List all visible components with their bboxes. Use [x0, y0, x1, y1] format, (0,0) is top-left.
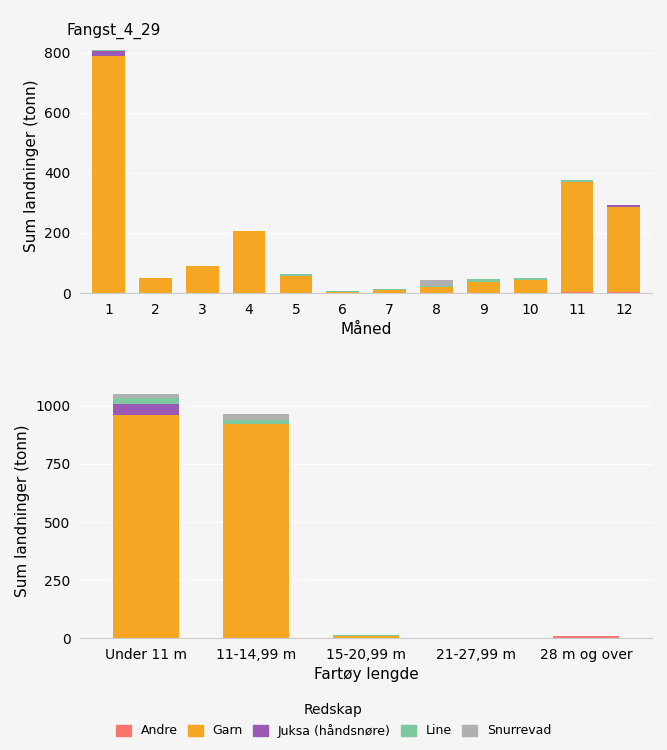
Bar	[561, 182, 594, 292]
Bar	[514, 280, 546, 293]
Text: Fangst_4_29: Fangst_4_29	[67, 22, 161, 39]
Bar	[608, 206, 640, 292]
X-axis label: Måned: Måned	[341, 322, 392, 338]
Bar	[223, 414, 289, 420]
Bar	[233, 232, 265, 293]
Bar	[92, 50, 125, 51]
Y-axis label: Sum landninger (tonn): Sum landninger (tonn)	[24, 79, 39, 251]
Bar	[223, 424, 289, 638]
Bar	[223, 420, 289, 424]
Bar	[326, 291, 359, 292]
Bar	[113, 404, 179, 416]
Bar	[561, 292, 594, 293]
Bar	[514, 278, 546, 280]
Bar	[420, 287, 453, 293]
Bar	[186, 266, 219, 293]
Bar	[326, 292, 359, 293]
Bar	[420, 280, 453, 286]
Bar	[608, 292, 640, 293]
Legend: Andre, Garn, Juksa (håndsnøre), Line, Snurrevad: Andre, Garn, Juksa (håndsnøre), Line, Sn…	[109, 697, 558, 744]
Bar	[608, 205, 640, 206]
Bar	[113, 416, 179, 638]
Bar	[279, 274, 312, 276]
Bar	[113, 394, 179, 398]
Bar	[561, 180, 594, 182]
Bar	[374, 290, 406, 293]
Bar	[467, 279, 500, 282]
Y-axis label: Sum landninger (tonn): Sum landninger (tonn)	[15, 424, 30, 597]
Bar	[467, 282, 500, 293]
Bar	[233, 230, 265, 232]
Bar	[92, 56, 125, 293]
Bar	[279, 276, 312, 293]
Bar	[334, 636, 399, 638]
Bar	[92, 51, 125, 56]
Bar	[553, 636, 619, 638]
X-axis label: Fartøy lengde: Fartøy lengde	[314, 668, 419, 682]
Bar	[113, 398, 179, 404]
Bar	[420, 286, 453, 287]
Bar	[139, 278, 172, 293]
